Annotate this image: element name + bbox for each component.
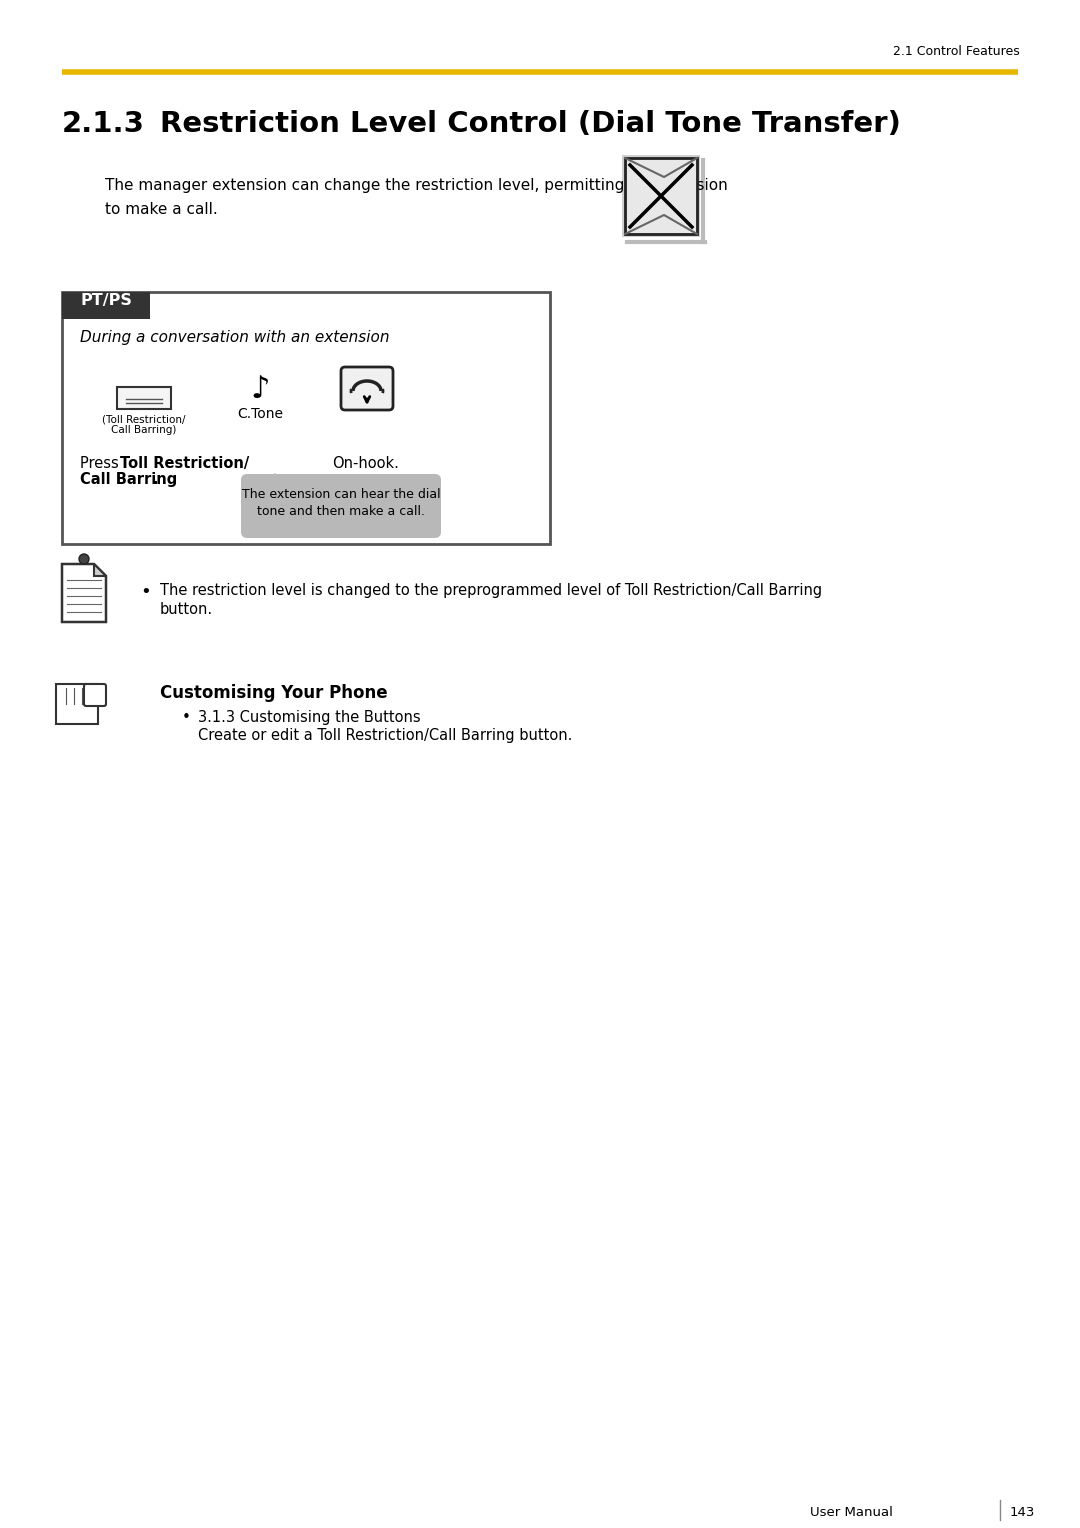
Text: Customising Your Phone: Customising Your Phone — [160, 685, 388, 701]
Text: ♪: ♪ — [251, 374, 270, 403]
Text: 2.1.3: 2.1.3 — [62, 110, 145, 138]
Text: The manager extension can change the restriction level, permitting an extension: The manager extension can change the res… — [105, 177, 728, 193]
Text: C.Tone: C.Tone — [237, 406, 283, 422]
FancyBboxPatch shape — [622, 154, 700, 237]
Polygon shape — [266, 474, 284, 481]
Text: The restriction level is changed to the preprogrammed level of Toll Restriction/: The restriction level is changed to the … — [160, 584, 822, 597]
Text: The extension can hear the dial
tone and then make a call.: The extension can hear the dial tone and… — [242, 487, 441, 518]
Text: Call Barring: Call Barring — [80, 472, 177, 487]
Text: Create or edit a Toll Restriction/Call Barring button.: Create or edit a Toll Restriction/Call B… — [198, 727, 572, 743]
Text: Call Barring): Call Barring) — [111, 425, 177, 435]
Circle shape — [79, 555, 89, 564]
Text: Press: Press — [80, 455, 123, 471]
FancyBboxPatch shape — [62, 292, 150, 319]
Text: On-hook.: On-hook. — [332, 455, 399, 471]
FancyBboxPatch shape — [117, 387, 171, 410]
Text: button.: button. — [160, 602, 213, 617]
Text: 143: 143 — [1010, 1507, 1036, 1519]
Text: 2.1 Control Features: 2.1 Control Features — [893, 44, 1020, 58]
FancyBboxPatch shape — [56, 685, 98, 724]
Text: User Manual: User Manual — [810, 1507, 893, 1519]
FancyBboxPatch shape — [84, 685, 106, 706]
Text: to make a call.: to make a call. — [105, 202, 218, 217]
Polygon shape — [94, 564, 106, 576]
FancyBboxPatch shape — [341, 367, 393, 410]
Text: Toll Restriction/: Toll Restriction/ — [120, 455, 249, 471]
Text: PT/PS: PT/PS — [80, 293, 132, 309]
FancyBboxPatch shape — [62, 292, 550, 544]
Text: 3.1.3 Customising the Buttons: 3.1.3 Customising the Buttons — [198, 711, 420, 724]
Polygon shape — [62, 564, 106, 622]
Text: •: • — [140, 584, 151, 601]
Text: .: . — [152, 472, 158, 487]
Text: Restriction Level Control (Dial Tone Transfer): Restriction Level Control (Dial Tone Tra… — [160, 110, 901, 138]
FancyBboxPatch shape — [625, 157, 697, 234]
Text: (Toll Restriction/: (Toll Restriction/ — [103, 414, 186, 423]
Text: During a conversation with an extension: During a conversation with an extension — [80, 330, 390, 345]
FancyBboxPatch shape — [241, 474, 441, 538]
Text: •: • — [183, 711, 191, 724]
